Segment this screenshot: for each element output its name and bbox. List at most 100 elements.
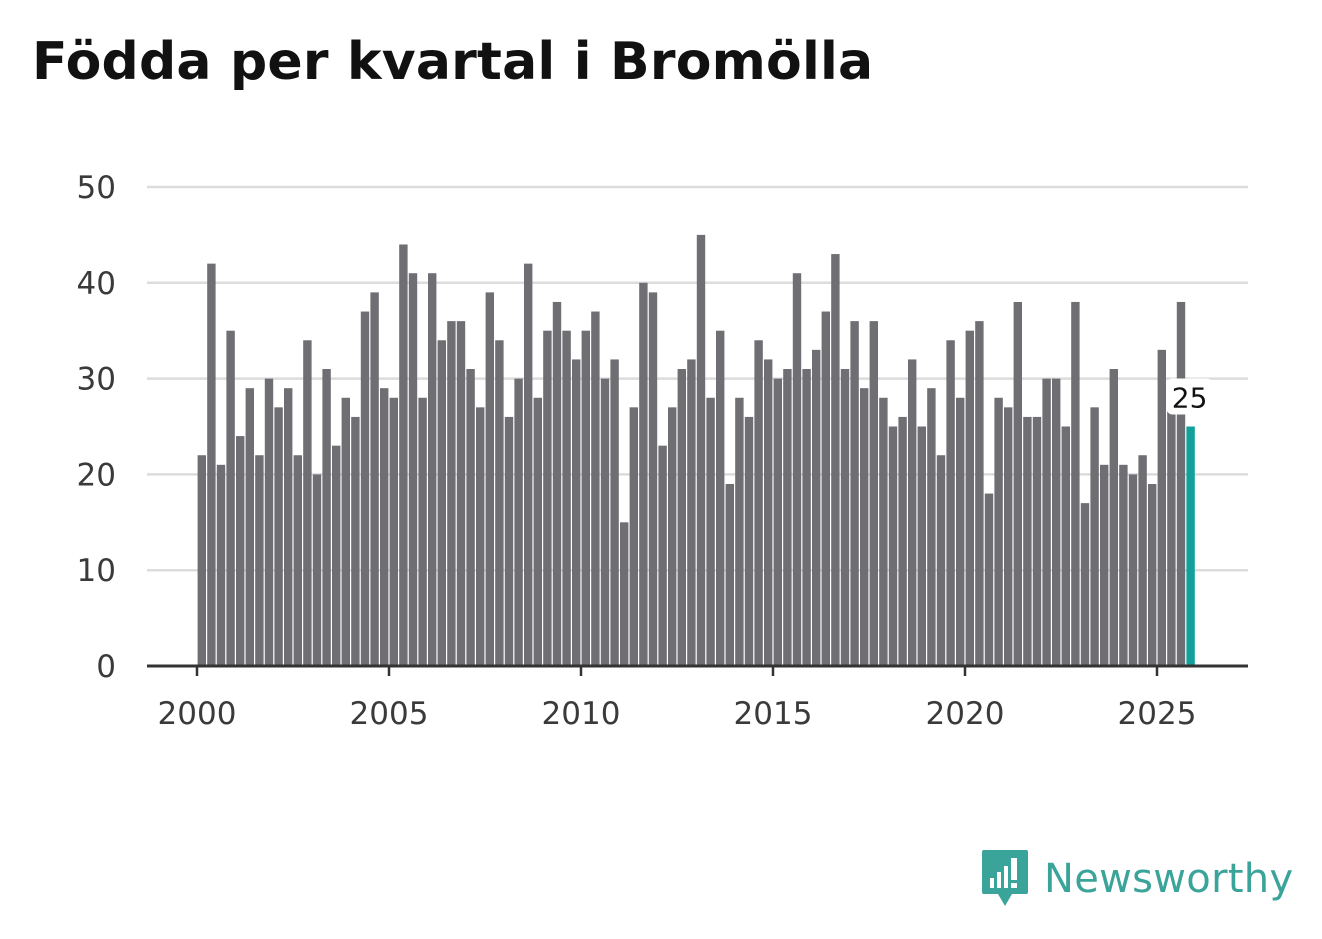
bars: [197, 234, 1195, 667]
bar: [216, 464, 226, 666]
bar: [879, 397, 888, 666]
annotation: 25: [1166, 378, 1213, 415]
bar: [984, 493, 994, 666]
bar: [744, 416, 754, 666]
bar: [792, 273, 802, 666]
bar: [543, 330, 552, 666]
y-tick-label: 10: [77, 553, 116, 589]
y-axis-labels: 0 10 20 30 40 50: [77, 170, 116, 685]
bar: [447, 321, 456, 666]
y-tick-label: 40: [77, 266, 116, 302]
bar: [418, 397, 427, 666]
bar: [620, 522, 629, 666]
bar: [562, 330, 571, 666]
bar: [1004, 407, 1013, 666]
x-tick-label: 2025: [1118, 696, 1197, 732]
bar: [831, 254, 840, 666]
bar: [485, 292, 494, 666]
bar: [696, 234, 706, 666]
bar: [965, 330, 974, 666]
bar: [399, 244, 408, 667]
bar: [716, 330, 725, 666]
bar: [341, 397, 350, 666]
bar: [725, 483, 734, 666]
bar-highlighted: [1186, 426, 1195, 666]
bar: [1023, 416, 1032, 666]
bar: [322, 369, 331, 666]
bar: [456, 321, 466, 666]
x-tick-label: 2005: [350, 696, 429, 732]
x-axis: 2000 2005 2010 2015 2020 2025: [147, 664, 1248, 732]
bar: [850, 321, 859, 666]
bar: [821, 311, 830, 666]
bar: [591, 311, 600, 666]
bar: [293, 455, 302, 666]
bar: [1100, 464, 1109, 666]
bar: [552, 301, 562, 666]
bar: [274, 407, 283, 666]
bar: [860, 388, 869, 666]
bar: [812, 349, 821, 666]
bar: [648, 292, 658, 666]
bar: [1061, 426, 1070, 666]
bar: [677, 369, 686, 666]
y-tick-label: 30: [77, 362, 116, 398]
x-tick-label: 2000: [158, 696, 237, 732]
bar: [207, 263, 216, 666]
bar: [1119, 464, 1128, 666]
bar: [754, 340, 763, 666]
bar: [236, 436, 245, 666]
bar: [226, 330, 235, 666]
x-tick-label: 2015: [734, 696, 813, 732]
bar: [888, 426, 898, 666]
bar: [572, 359, 581, 666]
bar: [994, 397, 1003, 666]
bar: [610, 359, 619, 666]
bar: [495, 340, 504, 666]
bar: [476, 407, 485, 666]
bar: [255, 455, 264, 666]
bar: [629, 407, 638, 666]
bar: [1138, 455, 1147, 666]
bar: [1032, 416, 1042, 666]
bar: [1176, 301, 1186, 666]
x-tick-label: 2010: [542, 696, 621, 732]
bar: [917, 426, 926, 666]
bar: [1090, 407, 1099, 666]
bar: [332, 445, 341, 666]
bar: [1128, 474, 1138, 666]
bar: [927, 388, 936, 666]
bar: [639, 282, 648, 666]
newsworthy-logo: Newsworthy: [980, 848, 1293, 910]
bar: [408, 273, 418, 666]
bar: [284, 388, 293, 666]
bar: [514, 378, 523, 666]
bar: [735, 397, 744, 666]
y-tick-label: 0: [96, 649, 116, 685]
bar: [1071, 301, 1080, 666]
bar: [802, 369, 811, 666]
bar: [975, 321, 984, 666]
x-tick-label: 2020: [926, 696, 1005, 732]
bar: [380, 388, 389, 666]
bar: [668, 407, 677, 666]
bar: [504, 416, 514, 666]
bar: [1148, 483, 1157, 666]
bar: [312, 474, 322, 666]
bar: [658, 445, 667, 666]
bar: [706, 397, 715, 666]
value-label-bg: [1166, 378, 1213, 415]
bar: [687, 359, 696, 666]
bar: [764, 359, 773, 666]
y-tick-label: 50: [77, 170, 116, 206]
chart-title: Födda per kvartal i Bromölla: [32, 32, 874, 92]
bar: [869, 321, 878, 666]
bar: [533, 397, 542, 666]
bar: [370, 292, 379, 666]
bar: [437, 340, 446, 666]
bar: [351, 416, 360, 666]
bar: [1080, 503, 1090, 666]
value-label: 25: [1172, 382, 1208, 415]
bar: [466, 369, 475, 666]
